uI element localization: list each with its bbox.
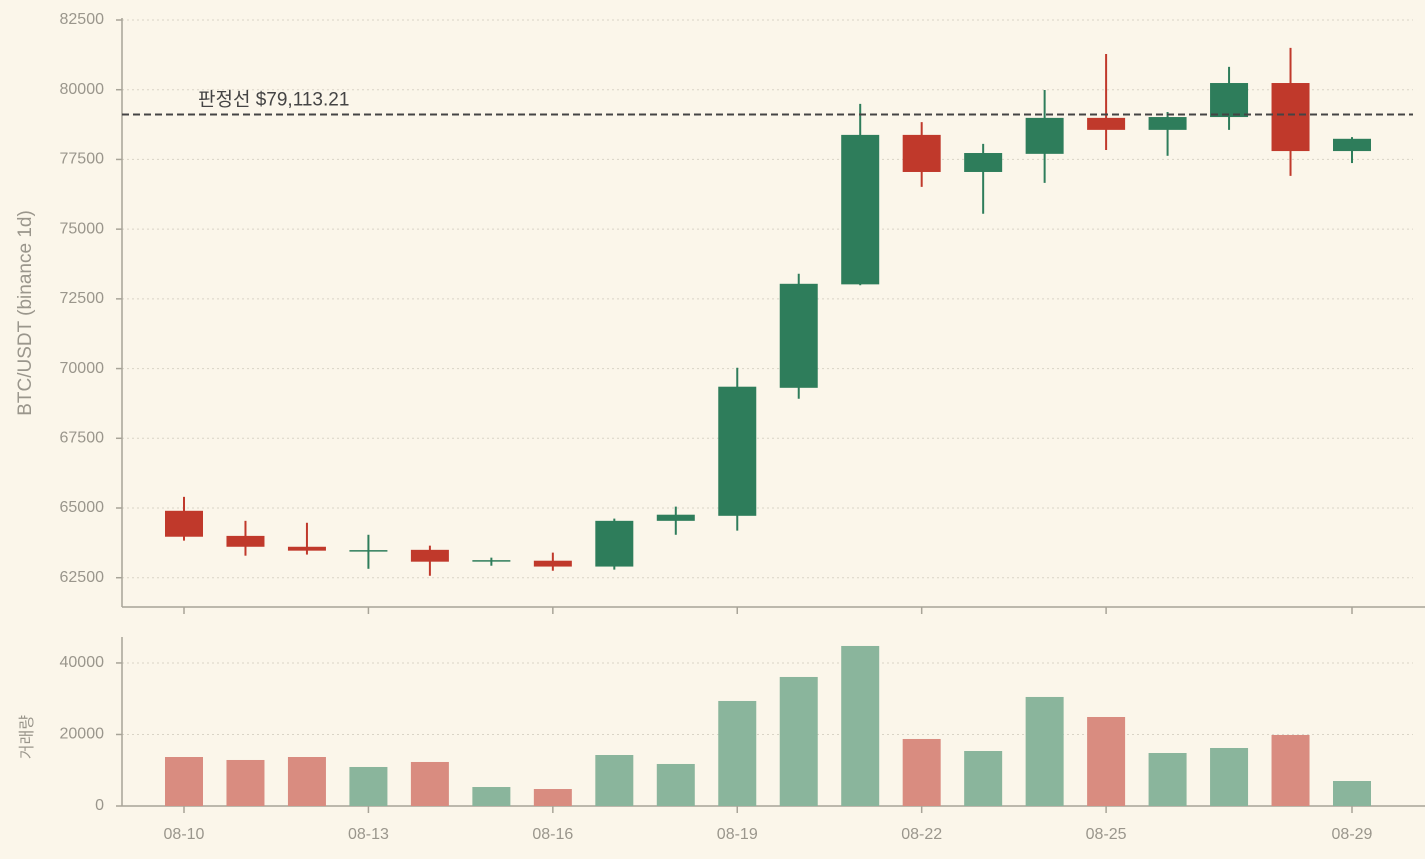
candle-body xyxy=(226,535,265,547)
y-tick-label: 80000 xyxy=(60,81,105,98)
volume-bar xyxy=(533,789,572,806)
y-axis-label: BTC/USDT (binance 1d) xyxy=(15,210,36,416)
y-tick-label: 72500 xyxy=(60,290,105,307)
reference-label: 판정선 $79,113.21 xyxy=(198,88,349,110)
y-tick-label: 40000 xyxy=(60,654,105,671)
volume-bar xyxy=(964,751,1003,806)
candle-body xyxy=(287,546,326,551)
volume-bar xyxy=(226,759,265,806)
candle-body xyxy=(656,514,695,521)
y-tick-label: 20000 xyxy=(60,726,105,743)
candle-body xyxy=(1148,117,1187,130)
candle-body xyxy=(902,134,941,172)
y-tick-label: 75000 xyxy=(60,220,105,237)
x-tick-label: 08-19 xyxy=(717,826,758,843)
x-tick-label: 08-29 xyxy=(1332,826,1373,843)
candle-body xyxy=(1087,117,1126,130)
volume-bar xyxy=(841,645,880,806)
volume-bar xyxy=(656,763,695,806)
volume-bar xyxy=(410,761,449,806)
candle-body xyxy=(779,283,818,388)
candle-body xyxy=(165,510,203,537)
candle-body xyxy=(533,560,572,567)
volume-bar xyxy=(779,676,818,806)
candle-body xyxy=(841,134,880,285)
x-tick-label: 08-10 xyxy=(164,826,205,843)
volume-bar xyxy=(165,757,203,806)
volume-bar xyxy=(902,738,941,806)
candle-body xyxy=(1271,83,1310,152)
y-axis-label: 거래량 xyxy=(18,715,36,759)
x-tick-label: 08-13 xyxy=(348,826,389,843)
x-tick-label: 08-25 xyxy=(1086,826,1127,843)
volume-bar xyxy=(1210,747,1249,806)
volume-bar xyxy=(287,757,326,806)
volume-bar xyxy=(1271,734,1310,806)
volume-bar xyxy=(472,787,511,806)
y-tick-label: 67500 xyxy=(60,430,105,447)
y-tick-label: 70000 xyxy=(60,360,105,377)
x-tick-label: 08-22 xyxy=(901,826,942,843)
volume-bar xyxy=(1333,781,1371,806)
volume-bar xyxy=(718,700,757,806)
candle-body xyxy=(718,386,757,516)
volume-bar xyxy=(349,766,388,806)
candle-body xyxy=(595,520,634,567)
y-tick-label: 65000 xyxy=(60,499,105,516)
y-tick-label: 0 xyxy=(95,797,104,814)
volume-bar xyxy=(1087,716,1126,806)
y-tick-label: 77500 xyxy=(60,151,105,168)
candle-body xyxy=(349,550,388,552)
candle-body xyxy=(472,560,511,562)
candle-body xyxy=(1210,83,1249,118)
candle-body xyxy=(1333,138,1371,152)
y-tick-label: 62500 xyxy=(60,569,105,586)
volume-bar xyxy=(1025,696,1064,806)
volume-bar xyxy=(595,755,634,806)
candle-body xyxy=(964,153,1003,172)
x-tick-label: 08-16 xyxy=(532,826,573,843)
volume-bar xyxy=(1148,753,1187,806)
candle-body xyxy=(410,549,449,562)
y-tick-label: 82500 xyxy=(60,11,105,28)
candle-body xyxy=(1025,117,1064,154)
